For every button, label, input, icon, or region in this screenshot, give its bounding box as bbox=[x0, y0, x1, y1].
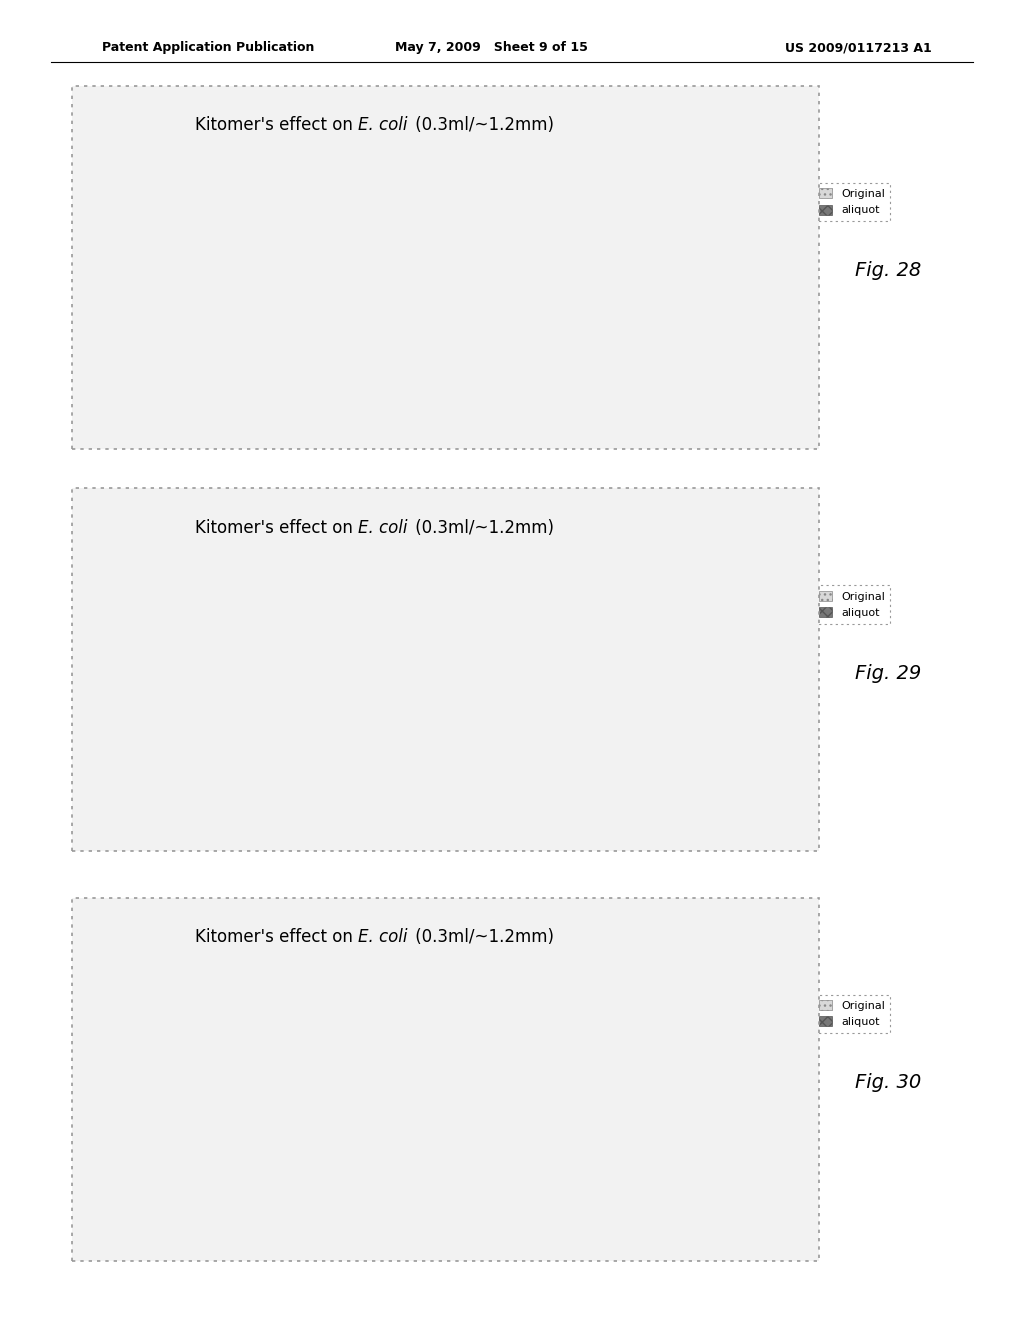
Bar bbox=[182, 1053, 236, 1208]
X-axis label: Kitomer concentration (ppm): Kitomer concentration (ppm) bbox=[324, 826, 506, 840]
Text: Fig. 30: Fig. 30 bbox=[855, 1073, 922, 1092]
Text: (0.3ml/~1.2mm): (0.3ml/~1.2mm) bbox=[410, 928, 554, 946]
Bar bbox=[182, 618, 236, 799]
Text: E. coli: E. coli bbox=[358, 928, 408, 946]
Y-axis label: OD595(nm): OD595(nm) bbox=[112, 634, 124, 706]
Bar bbox=[236, 182, 290, 396]
Legend: Original, aliquot: Original, aliquot bbox=[813, 994, 891, 1032]
Y-axis label: OD595(nm): OD595(nm) bbox=[112, 1043, 124, 1115]
Bar bbox=[415, 642, 468, 799]
Text: Fig. 29: Fig. 29 bbox=[855, 664, 922, 682]
Bar bbox=[540, 721, 594, 799]
Bar bbox=[415, 366, 468, 396]
Text: US 2009/0117213 A1: US 2009/0117213 A1 bbox=[785, 41, 932, 54]
Text: Kitomer's effect on: Kitomer's effect on bbox=[196, 116, 358, 135]
Bar bbox=[415, 1195, 468, 1208]
Bar bbox=[361, 193, 415, 396]
Bar bbox=[236, 1195, 290, 1208]
Bar bbox=[182, 185, 236, 396]
Text: Kitomer's effect on: Kitomer's effect on bbox=[196, 519, 358, 537]
Legend: Original, aliquot: Original, aliquot bbox=[813, 182, 891, 220]
Bar bbox=[236, 639, 290, 799]
Bar bbox=[540, 1195, 594, 1208]
Bar bbox=[594, 347, 647, 396]
Text: E. coli: E. coli bbox=[358, 116, 408, 135]
Legend: Original, aliquot: Original, aliquot bbox=[813, 585, 891, 623]
Y-axis label: OD450(nm): OD450(nm) bbox=[112, 231, 124, 304]
Bar bbox=[540, 214, 594, 396]
Bar bbox=[361, 663, 415, 799]
Text: May 7, 2009   Sheet 9 of 15: May 7, 2009 Sheet 9 of 15 bbox=[395, 41, 588, 54]
X-axis label: Kitomer concentration (ppm): Kitomer concentration (ppm) bbox=[324, 1236, 506, 1249]
Bar bbox=[594, 721, 647, 799]
Bar bbox=[594, 1200, 647, 1208]
Text: Fig. 28: Fig. 28 bbox=[855, 261, 922, 280]
Text: (0.3ml/~1.2mm): (0.3ml/~1.2mm) bbox=[410, 519, 554, 537]
Text: (0.3ml/~1.2mm): (0.3ml/~1.2mm) bbox=[410, 116, 554, 135]
Text: Kitomer's effect on: Kitomer's effect on bbox=[196, 928, 358, 946]
X-axis label: Kitomer concentration (ppm): Kitomer concentration (ppm) bbox=[324, 424, 506, 437]
Bar bbox=[361, 1143, 415, 1208]
Text: Patent Application Publication: Patent Application Publication bbox=[102, 41, 314, 54]
Text: E. coli: E. coli bbox=[358, 519, 408, 537]
